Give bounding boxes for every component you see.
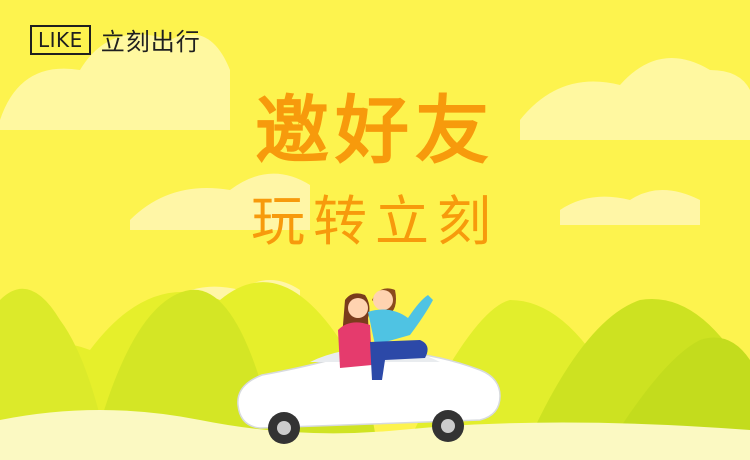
- headline-secondary: 玩转立刻: [251, 190, 499, 253]
- brand-logo: LIKE 立刻出行: [30, 22, 201, 57]
- brand-logo-text: LIKE: [30, 24, 91, 55]
- headline-primary: 邀好友: [255, 88, 495, 174]
- brand-name: 立刻出行: [100, 28, 201, 56]
- couple-icon: [338, 288, 433, 380]
